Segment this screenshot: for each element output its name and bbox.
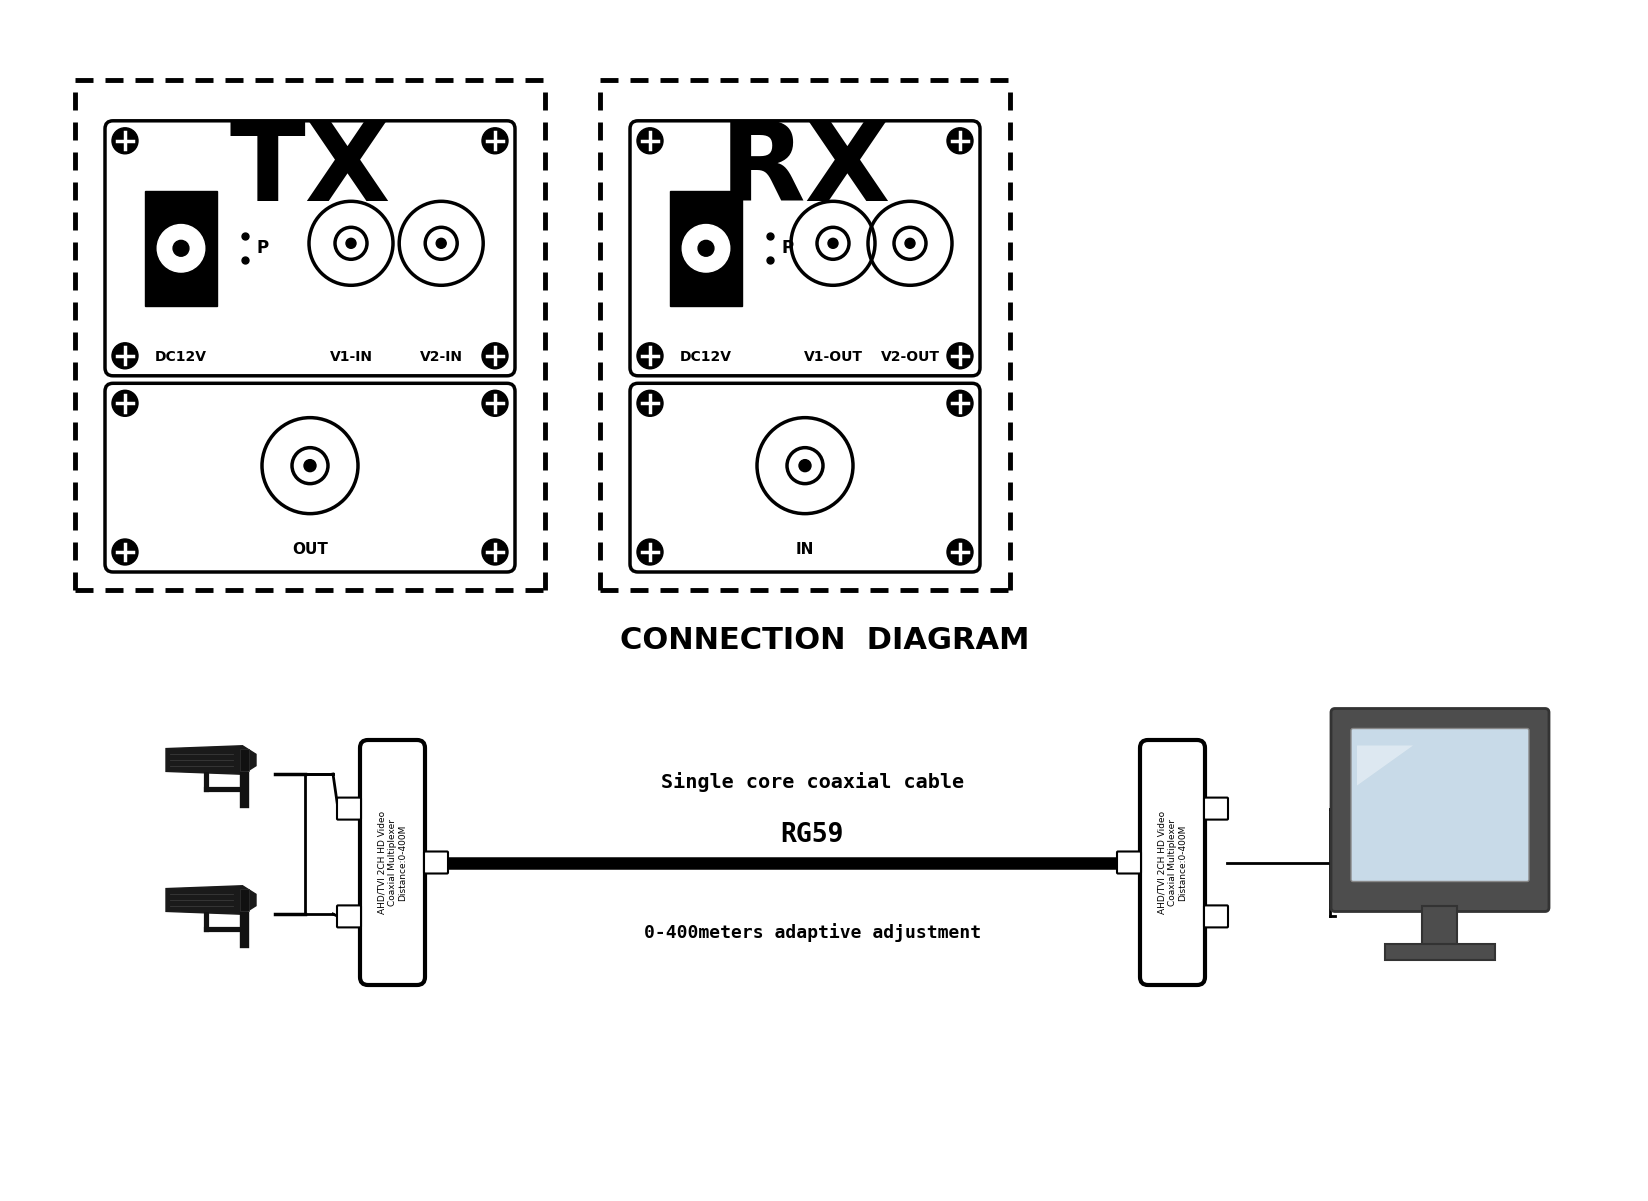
- FancyBboxPatch shape: [1116, 852, 1140, 873]
- Circle shape: [682, 225, 730, 273]
- Text: RG59: RG59: [780, 821, 844, 848]
- Polygon shape: [166, 746, 255, 775]
- Circle shape: [481, 342, 508, 369]
- FancyBboxPatch shape: [630, 121, 979, 376]
- Text: V2-IN: V2-IN: [420, 349, 463, 364]
- Polygon shape: [166, 886, 255, 914]
- Text: P: P: [257, 239, 269, 257]
- Circle shape: [112, 390, 138, 417]
- FancyBboxPatch shape: [630, 383, 979, 572]
- Text: TX: TX: [229, 116, 391, 223]
- Circle shape: [636, 127, 662, 154]
- Circle shape: [946, 127, 972, 154]
- Text: V1-IN: V1-IN: [330, 349, 372, 364]
- Text: Single core coaxial cable: Single core coaxial cable: [661, 772, 964, 793]
- Circle shape: [636, 342, 662, 369]
- Bar: [239, 889, 249, 912]
- Circle shape: [346, 238, 356, 249]
- Circle shape: [827, 238, 837, 249]
- Circle shape: [112, 539, 138, 564]
- Circle shape: [481, 539, 508, 564]
- Circle shape: [112, 127, 138, 154]
- FancyBboxPatch shape: [336, 797, 361, 819]
- Circle shape: [437, 238, 447, 249]
- Bar: [1422, 906, 1457, 945]
- Bar: [145, 191, 218, 306]
- Circle shape: [636, 390, 662, 417]
- Circle shape: [481, 127, 508, 154]
- FancyBboxPatch shape: [105, 383, 514, 572]
- Circle shape: [173, 240, 190, 256]
- FancyBboxPatch shape: [1139, 740, 1205, 985]
- Text: DC12V: DC12V: [679, 349, 732, 364]
- FancyBboxPatch shape: [1350, 729, 1528, 882]
- Circle shape: [905, 238, 915, 249]
- FancyBboxPatch shape: [424, 852, 448, 873]
- Text: OUT: OUT: [292, 542, 328, 557]
- Circle shape: [636, 539, 662, 564]
- Circle shape: [303, 460, 316, 472]
- Circle shape: [946, 539, 972, 564]
- Text: V1-OUT: V1-OUT: [803, 349, 862, 364]
- Text: P: P: [781, 239, 794, 257]
- Text: AHD/TVI 2CH HD Video
Coaxial Multiplexer
Distance:0-400M: AHD/TVI 2CH HD Video Coaxial Multiplexer…: [1157, 811, 1187, 914]
- Text: DC12V: DC12V: [155, 349, 208, 364]
- FancyBboxPatch shape: [1330, 709, 1547, 912]
- Bar: [1384, 944, 1495, 960]
- Text: CONNECTION  DIAGRAM: CONNECTION DIAGRAM: [620, 626, 1028, 655]
- FancyBboxPatch shape: [1203, 906, 1228, 927]
- Circle shape: [799, 460, 811, 472]
- Text: V2-OUT: V2-OUT: [880, 349, 939, 364]
- Polygon shape: [1356, 746, 1412, 785]
- Text: IN: IN: [796, 542, 814, 557]
- Circle shape: [157, 225, 204, 273]
- Circle shape: [481, 390, 508, 417]
- Text: AHD/TVI 2CH HD Video
Coaxial Multiplexer
Distance:0-400M: AHD/TVI 2CH HD Video Coaxial Multiplexer…: [377, 811, 407, 914]
- Circle shape: [946, 342, 972, 369]
- Circle shape: [112, 342, 138, 369]
- Bar: [239, 748, 249, 771]
- Bar: [669, 191, 742, 306]
- Text: 0-400meters adaptive adjustment: 0-400meters adaptive adjustment: [644, 924, 981, 942]
- Circle shape: [946, 390, 972, 417]
- FancyBboxPatch shape: [1203, 797, 1228, 819]
- FancyBboxPatch shape: [359, 740, 425, 985]
- Circle shape: [697, 240, 714, 256]
- FancyBboxPatch shape: [105, 121, 514, 376]
- FancyBboxPatch shape: [336, 906, 361, 927]
- Text: RX: RX: [719, 116, 890, 223]
